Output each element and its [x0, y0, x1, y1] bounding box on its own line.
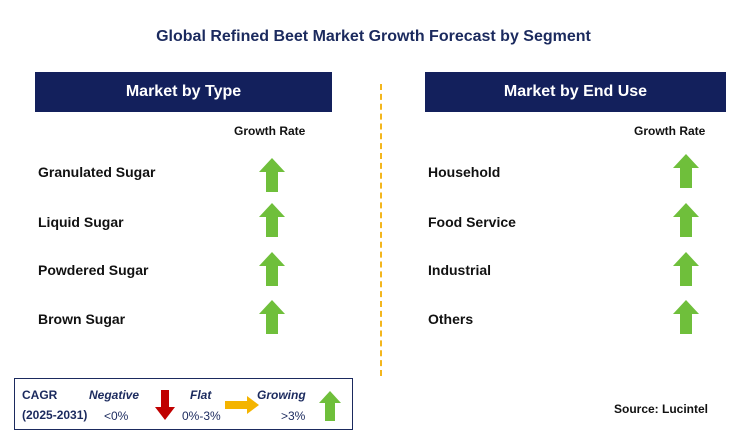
end-use-row-label: Household	[428, 164, 501, 180]
up-arrow-icon	[319, 391, 341, 421]
up-arrow-icon	[673, 300, 699, 334]
market-by-end-use-header: Market by End Use	[425, 72, 726, 112]
legend-growing-range: >3%	[281, 409, 306, 423]
up-arrow-icon	[259, 300, 285, 334]
up-arrow-icon	[259, 158, 285, 192]
left-growth-rate-label: Growth Rate	[234, 124, 306, 138]
type-row-label: Brown Sugar	[38, 311, 126, 327]
end-use-row-label: Food Service	[428, 214, 516, 230]
legend-growing-label: Growing	[257, 388, 306, 402]
center-divider	[380, 84, 382, 376]
source-label: Source: Lucintel	[614, 402, 709, 416]
up-arrow-icon	[673, 252, 699, 286]
up-arrow-icon	[673, 203, 699, 237]
cagr-legend: CAGR (2025-2031) Negative <0% Flat 0%-3%…	[14, 378, 353, 430]
right-growth-rate-label: Growth Rate	[634, 124, 706, 138]
type-row-label: Granulated Sugar	[38, 164, 156, 180]
up-arrow-icon	[259, 252, 285, 286]
type-row-label: Powdered Sugar	[38, 262, 149, 278]
end-use-row-label: Others	[428, 311, 474, 327]
legend-negative-range: <0%	[104, 409, 129, 423]
page-title: Global Refined Beet Market Growth Foreca…	[156, 28, 591, 45]
end-use-row-label: Industrial	[428, 262, 492, 278]
legend-flat-range: 0%-3%	[182, 409, 221, 423]
legend-negative-label: Negative	[89, 388, 140, 402]
type-row-label: Liquid Sugar	[38, 214, 124, 230]
legend-period-label: (2025-2031)	[22, 408, 88, 422]
up-arrow-icon	[673, 154, 699, 188]
legend-cagr-label: CAGR	[22, 388, 58, 402]
market-by-type-header: Market by Type	[35, 72, 332, 112]
down-arrow-icon	[155, 390, 175, 420]
legend-flat-label: Flat	[190, 388, 212, 402]
up-arrow-icon	[259, 203, 285, 237]
right-arrow-icon	[225, 396, 259, 414]
